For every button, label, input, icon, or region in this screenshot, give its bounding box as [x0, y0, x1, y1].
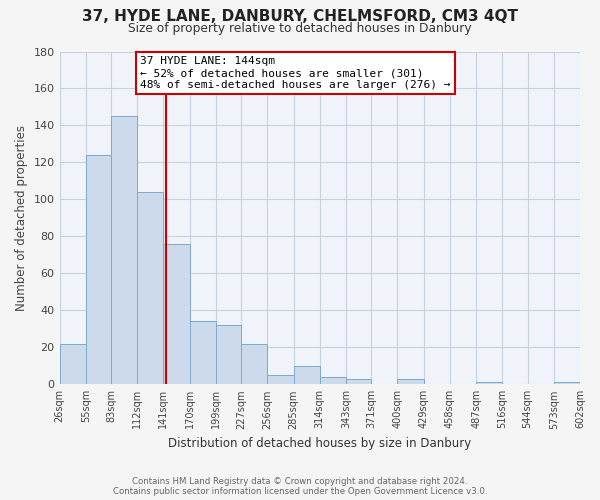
Text: 37 HYDE LANE: 144sqm
← 52% of detached houses are smaller (301)
48% of semi-deta: 37 HYDE LANE: 144sqm ← 52% of detached h… — [140, 56, 451, 90]
Bar — [59, 344, 86, 384]
Bar — [190, 322, 216, 384]
Bar — [320, 377, 346, 384]
Text: 37, HYDE LANE, DANBURY, CHELMSFORD, CM3 4QT: 37, HYDE LANE, DANBURY, CHELMSFORD, CM3 … — [82, 9, 518, 24]
Bar — [554, 382, 580, 384]
Bar — [137, 192, 163, 384]
Bar — [476, 382, 502, 384]
Bar — [241, 344, 268, 384]
Bar — [397, 379, 424, 384]
Bar — [293, 366, 320, 384]
Bar — [111, 116, 137, 384]
Bar — [163, 244, 190, 384]
Y-axis label: Number of detached properties: Number of detached properties — [15, 125, 28, 311]
Bar — [86, 155, 111, 384]
X-axis label: Distribution of detached houses by size in Danbury: Distribution of detached houses by size … — [168, 437, 472, 450]
Bar — [268, 375, 293, 384]
Bar — [216, 325, 241, 384]
Bar — [346, 379, 371, 384]
Text: Size of property relative to detached houses in Danbury: Size of property relative to detached ho… — [128, 22, 472, 35]
Text: Contains HM Land Registry data © Crown copyright and database right 2024.
Contai: Contains HM Land Registry data © Crown c… — [113, 476, 487, 496]
